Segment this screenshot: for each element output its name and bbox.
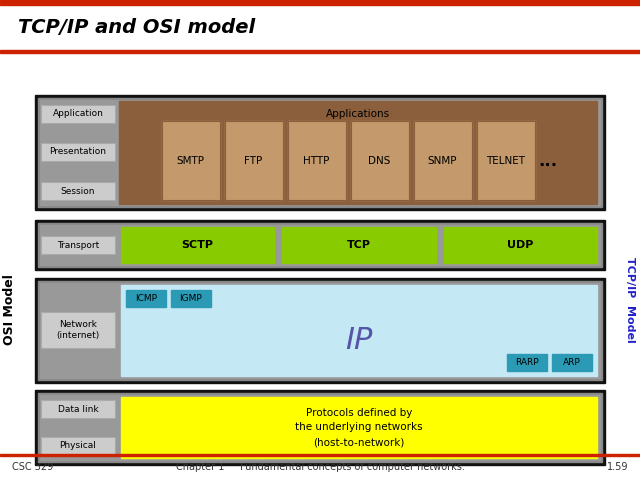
- Text: Protocols defined by
the underlying networks
(host-to-network): Protocols defined by the underlying netw…: [295, 408, 423, 447]
- Text: Presentation: Presentation: [49, 147, 106, 156]
- Text: IP: IP: [346, 326, 372, 355]
- Bar: [41, 437, 115, 455]
- Bar: [41, 182, 115, 200]
- Text: DNS: DNS: [368, 156, 390, 166]
- Text: Data link: Data link: [58, 405, 99, 413]
- Text: Transport: Transport: [57, 240, 99, 250]
- Bar: [0, 50, 640, 52]
- Bar: [41, 236, 115, 254]
- Bar: [41, 143, 115, 161]
- Bar: [38, 281, 602, 380]
- Bar: [41, 182, 115, 200]
- Text: Applications: Applications: [326, 109, 390, 119]
- Bar: [444, 227, 597, 263]
- Bar: [38, 98, 602, 207]
- Bar: [161, 121, 220, 200]
- Bar: [40, 395, 600, 460]
- Bar: [41, 437, 115, 455]
- Text: SMTP: SMTP: [177, 156, 205, 166]
- Bar: [351, 121, 408, 200]
- Bar: [121, 397, 597, 458]
- Bar: [41, 236, 115, 254]
- Bar: [40, 100, 600, 205]
- Text: SNMP: SNMP: [428, 156, 457, 166]
- Text: FTP: FTP: [244, 156, 262, 166]
- Bar: [119, 101, 597, 204]
- Text: HTTP: HTTP: [303, 156, 330, 166]
- Bar: [35, 95, 605, 210]
- Text: UDP: UDP: [507, 240, 534, 250]
- Bar: [287, 121, 346, 200]
- Bar: [121, 285, 597, 376]
- Text: Chapter 1     Fundamental concepts of computer networks.: Chapter 1 Fundamental concepts of comput…: [175, 462, 465, 472]
- Bar: [40, 225, 600, 265]
- Bar: [126, 290, 166, 307]
- Bar: [477, 121, 534, 200]
- Bar: [121, 227, 275, 263]
- Bar: [41, 105, 115, 123]
- Bar: [507, 354, 547, 371]
- Text: Application: Application: [52, 109, 104, 119]
- Bar: [413, 121, 472, 200]
- Text: Physical: Physical: [60, 442, 97, 451]
- Bar: [41, 312, 115, 348]
- Text: Session: Session: [61, 187, 95, 195]
- Bar: [0, 0, 640, 5]
- Text: 1.59: 1.59: [607, 462, 628, 472]
- Text: IGMP: IGMP: [180, 294, 202, 303]
- Text: RARP: RARP: [515, 358, 539, 367]
- Bar: [225, 121, 282, 200]
- Bar: [552, 354, 592, 371]
- Text: OSI Model: OSI Model: [3, 275, 17, 346]
- Text: TCP/IP and OSI model: TCP/IP and OSI model: [18, 18, 255, 37]
- Bar: [41, 143, 115, 161]
- Text: Network
(internet): Network (internet): [56, 320, 100, 340]
- Bar: [282, 227, 436, 263]
- Bar: [35, 220, 605, 270]
- Bar: [41, 400, 115, 418]
- Bar: [38, 393, 602, 462]
- Bar: [38, 223, 602, 267]
- Text: ARP: ARP: [563, 358, 581, 367]
- Text: TELNET: TELNET: [486, 156, 525, 166]
- Bar: [40, 283, 600, 378]
- Bar: [171, 290, 211, 307]
- Bar: [351, 121, 408, 200]
- Bar: [35, 390, 605, 465]
- Text: ...: ...: [538, 152, 557, 169]
- Bar: [41, 105, 115, 123]
- Text: CSC 329: CSC 329: [12, 462, 53, 472]
- Bar: [41, 400, 115, 418]
- Bar: [477, 121, 534, 200]
- Text: TCP/IP  Model: TCP/IP Model: [625, 257, 635, 343]
- Bar: [413, 121, 472, 200]
- Text: ICMP: ICMP: [135, 294, 157, 303]
- Text: SCTP: SCTP: [182, 240, 214, 250]
- Bar: [161, 121, 220, 200]
- Bar: [41, 312, 115, 348]
- Bar: [35, 278, 605, 383]
- Bar: [287, 121, 346, 200]
- Text: TCP: TCP: [347, 240, 371, 250]
- Bar: [0, 454, 640, 456]
- Bar: [225, 121, 282, 200]
